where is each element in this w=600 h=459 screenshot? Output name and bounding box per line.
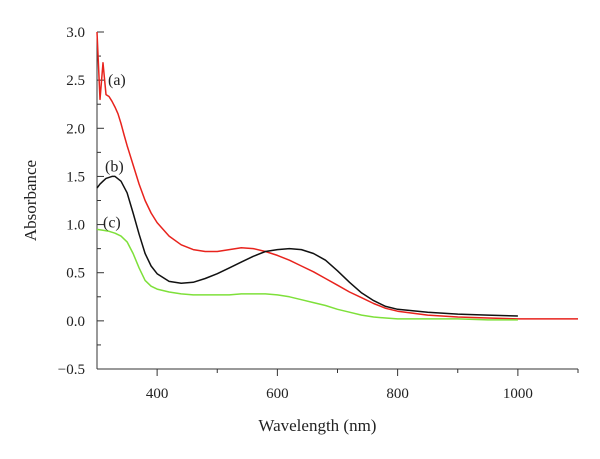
tick-labels: 3.0 2.5 2.0 1.5 1.0 0.5 0.0 −0.5 400 600 800 1000 [58,25,533,402]
y-tick-label: 2.0 [66,121,85,137]
series-labels: (a) (b) (c) [103,72,126,231]
y-tick-label: 0.5 [66,266,85,282]
series-line-0 [96,31,578,320]
x-tick-label: 400 [146,386,169,402]
series-line-1 [96,175,518,317]
ticks [97,31,579,376]
series-line-2 [96,228,518,321]
x-tick-label: 1000 [503,386,533,402]
series-label-0: (a) [108,72,126,89]
y-tick-label: 3.0 [66,25,85,41]
x-tick-label: 600 [266,386,289,402]
x-tick-label: 800 [386,386,409,402]
series-label-1: (b) [105,158,124,175]
x-axis-label: Wavelength (nm) [258,416,376,435]
y-tick-label: −0.5 [58,362,85,378]
y-tick-label: 1.5 [66,169,85,185]
series-label-2: (c) [103,215,121,232]
y-axis-label: Absorbance [21,160,40,241]
y-tick-label: 1.0 [66,218,85,234]
series-lines [96,31,578,321]
y-tick-label: 2.5 [66,73,85,89]
y-tick-label: 0.0 [66,314,85,330]
